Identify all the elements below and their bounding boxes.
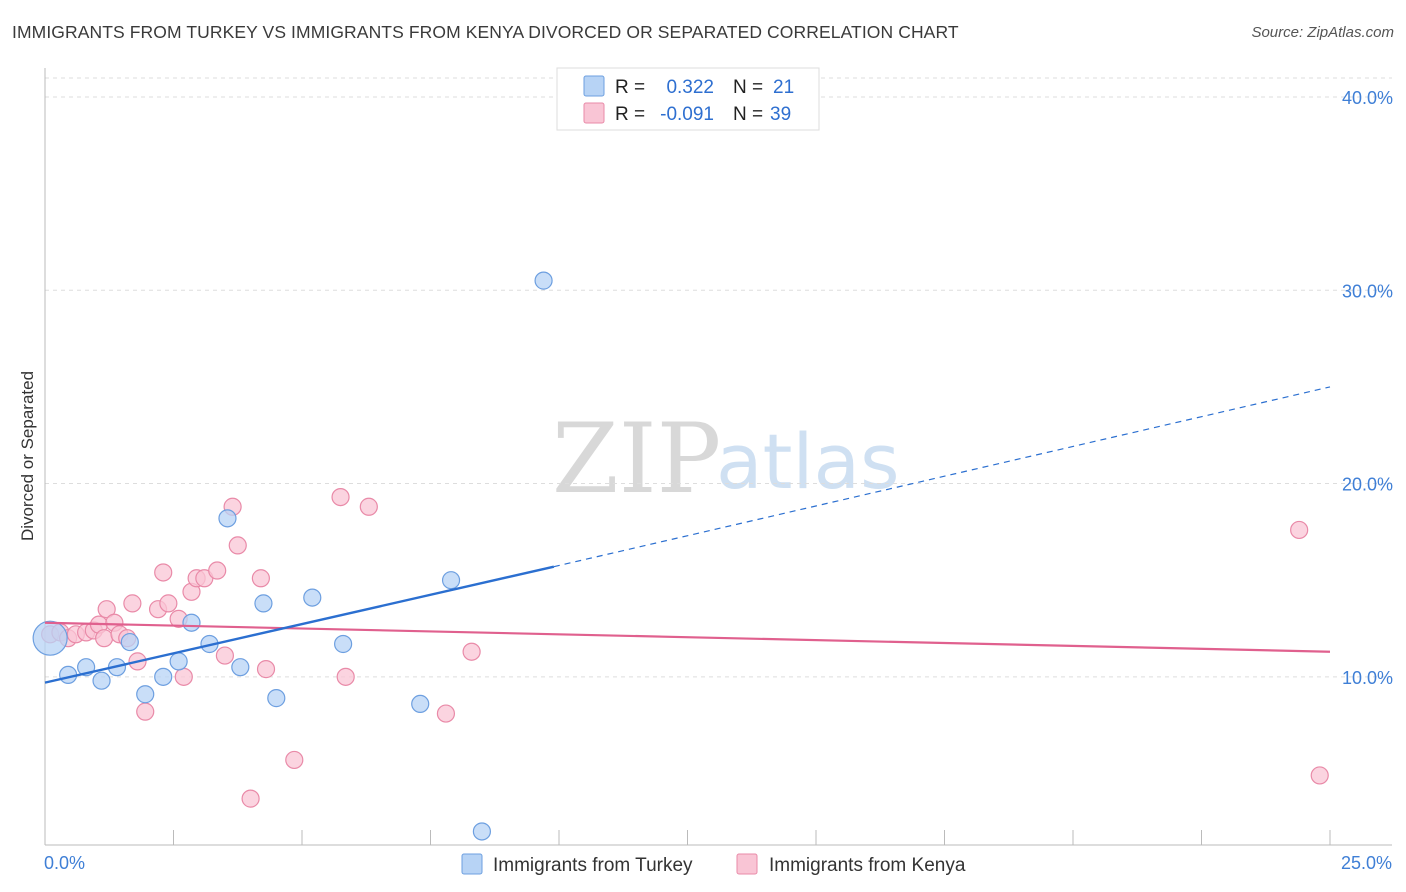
turkey-r-label: R = [615,77,645,98]
kenya-point [241,789,260,808]
kenya-point [285,750,304,770]
turkey-point [136,685,155,704]
kenya-point [154,563,173,582]
kenya-point [256,660,276,679]
kenya-point [1290,520,1309,540]
turkey-point [472,822,491,841]
kenya-point [331,487,350,507]
turkey-point [267,689,286,708]
y-axis-label: Divorced or Separated [18,371,37,541]
kenya-r-label: R = [615,104,645,125]
y-tick-label: 10.0% [1342,668,1393,688]
axes [44,68,1392,846]
kenya-n-value: 39 [770,104,791,125]
kenya-point [1310,766,1329,785]
kenya-point [336,667,355,686]
turkey-trend-line [44,565,555,684]
watermark-zip: ZIP [552,403,721,515]
kenya-point [228,536,247,555]
kenya-point [159,594,178,613]
turkey-point [254,594,273,613]
kenya-point [123,594,142,613]
kenya-point [208,561,227,580]
kenya-legend-label: Immigrants from Kenya [769,855,966,876]
kenya-point [251,569,270,588]
turkey-legend-swatch [583,75,605,97]
series-legend: Immigrants from Turkey Immigrants from K… [461,853,966,876]
chart-title: IMMIGRANTS FROM TURKEY VS IMMIGRANTS FRO… [12,22,959,42]
kenya-point [359,497,378,516]
turkey-point [218,509,237,528]
stats-legend: R = 0.322 N = 21 R = -0.091 N = 39 [556,67,820,131]
turkey-r-value: 0.322 [666,77,714,98]
turkey-series [32,271,553,841]
turkey-point [231,658,250,677]
kenya-point [97,600,116,619]
kenya-point [462,642,481,661]
turkey-trend-extension [553,386,1331,568]
y-tick-label: 30.0% [1342,281,1393,301]
turkey-point [182,613,201,632]
trend-lines [44,386,1331,684]
kenya-point [95,629,114,648]
turkey-point [441,571,461,590]
source-label: Source: ZipAtlas.com [1251,24,1394,41]
y-tick-label: 20.0% [1342,475,1393,495]
kenya-r-value: -0.091 [660,104,714,125]
x-tick-label-max: 25.0% [1341,853,1392,873]
turkey-point [92,671,111,690]
y-tick-label: 40.0% [1342,88,1393,108]
turkey-n-value: 21 [773,77,794,98]
kenya-bottom-swatch [736,853,758,875]
turkey-point [32,620,68,656]
kenya-point [436,704,456,723]
kenya-legend-swatch [583,102,605,124]
turkey-point [154,667,173,686]
turkey-point [303,588,322,607]
y-tick-labels: 10.0% 20.0% 30.0% 40.0% [1342,88,1393,688]
x-tick-label-min: 0.0% [44,853,85,873]
turkey-n-label: N = [733,77,763,98]
turkey-point [334,634,353,654]
turkey-bottom-swatch [461,853,483,875]
turkey-point [169,652,188,671]
watermark-atlas: atlas [716,417,900,506]
turkey-legend-label: Immigrants from Turkey [493,855,693,876]
kenya-point [174,667,193,686]
gridlines [45,77,1392,678]
kenya-point [215,646,234,665]
kenya-n-label: N = [733,104,763,125]
kenya-point [136,702,155,721]
turkey-point [534,271,553,290]
kenya-trend-line [44,621,1331,653]
turkey-point [120,632,139,652]
x-tick-marks [44,830,1331,845]
turkey-point [411,694,430,714]
